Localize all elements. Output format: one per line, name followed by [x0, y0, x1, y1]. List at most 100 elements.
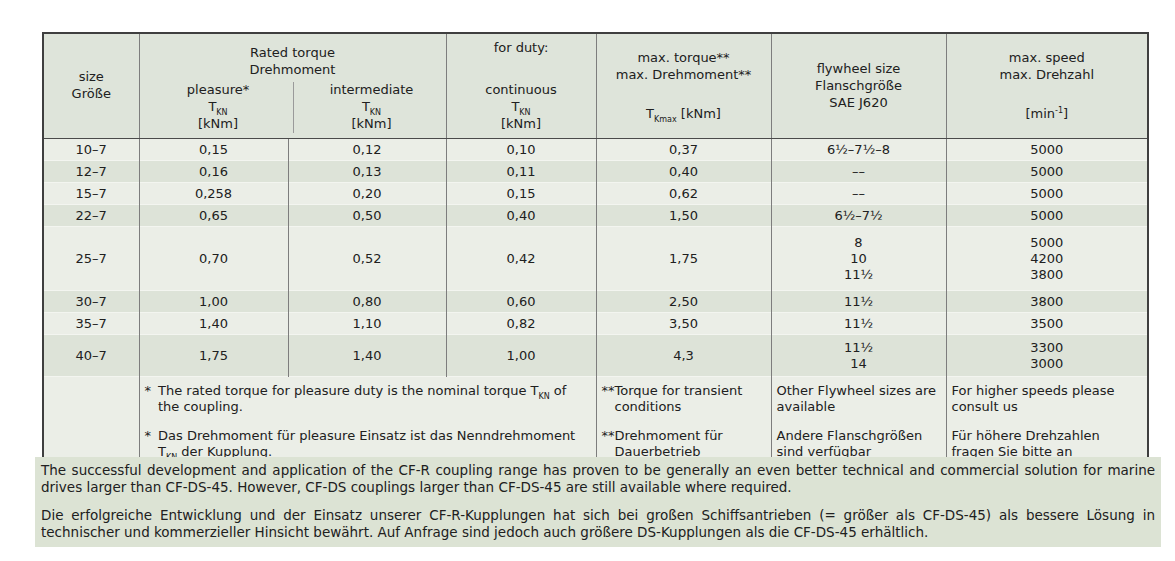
cell-max-torque: 2,50	[596, 291, 771, 313]
header-max-speed: max. speed max. Drehzahl [min-1]	[946, 33, 1148, 139]
header-max-torque: max. torque** max. Drehmoment** TKmax [k…	[596, 33, 771, 139]
cell-max-torque: 4,3	[596, 335, 771, 377]
footnote-max-torque-en: ** Torque for transient conditions	[602, 383, 766, 415]
cell-size: 15–7	[43, 183, 139, 205]
footnote-max-torque-de: ** Drehmoment für Dauerbetrieb	[602, 428, 766, 460]
header-max-speed-en: max. speed	[951, 50, 1144, 67]
header-flywheel: flywheel size Flanschgröße SAE J620	[771, 33, 946, 139]
cell-pleasure: 0,70	[139, 227, 288, 291]
footnote-speed-en: For higher speeds please consult us	[952, 383, 1143, 415]
cell-continuous: 0,10	[446, 139, 596, 161]
header-max-torque-symbol: TKmax [kNm]	[601, 106, 767, 123]
header-rated-de: Drehmoment	[144, 62, 442, 79]
cell-max-torque: 1,50	[596, 205, 771, 227]
cell-size: 10–7	[43, 139, 139, 161]
cell-max-torque: 0,62	[596, 183, 771, 205]
cell-max-torque: 3,50	[596, 313, 771, 335]
cell-speed: 5000	[946, 139, 1148, 161]
header-flywheel-de: Flanschgröße	[776, 78, 942, 95]
cell-size: 40–7	[43, 335, 139, 377]
table-row: 30–7 1,00 0,80 0,60 2,50 11½ 3800	[43, 291, 1148, 313]
table-row: 25–7 0,70 0,52 0,42 1,75 8 10 11½ 5000 4…	[43, 227, 1148, 291]
cell-size: 35–7	[43, 313, 139, 335]
cell-continuous: 0,82	[446, 313, 596, 335]
bottom-note-de: Die erfolgreiche Entwicklung und der Ein…	[41, 507, 1155, 540]
header-size-de: Größe	[48, 86, 135, 103]
cell-size: 22–7	[43, 205, 139, 227]
cell-intermediate: 1,10	[288, 313, 446, 335]
cell-speed: 5000	[946, 205, 1148, 227]
cell-speed: 3300 3000	[946, 335, 1148, 377]
header-rated-torque: Rated torque Drehmoment pleasure* TKN [k…	[139, 33, 446, 139]
cell-pleasure: 1,75	[139, 335, 288, 377]
cell-flywheel: 6½–7½–8	[771, 139, 946, 161]
cell-intermediate: 0,20	[288, 183, 446, 205]
header-intermediate: intermediate TKN [kNm]	[293, 82, 447, 133]
table-header: size Größe Rated torque Drehmoment pleas…	[43, 33, 1148, 139]
cell-flywheel: 6½–7½	[771, 205, 946, 227]
header-pleasure-label: pleasure*	[144, 82, 293, 99]
header-continuous-label: continuous	[451, 82, 592, 99]
asterisk-marker: *	[145, 428, 152, 460]
coupling-spec-table: size Größe Rated torque Drehmoment pleas…	[42, 32, 1149, 474]
cell-size: 12–7	[43, 161, 139, 183]
cell-pleasure: 0,65	[139, 205, 288, 227]
footnote-flywheel-en: Other Flywheel sizes are available	[777, 383, 941, 415]
header-continuous: for duty: continuous TKN [kNm]	[446, 33, 596, 139]
cell-intermediate: 0,12	[288, 139, 446, 161]
cell-continuous: 0,40	[446, 205, 596, 227]
footnote-max-torque-en-text: Torque for transient conditions	[615, 383, 766, 415]
header-intermediate-unit: [kNm]	[294, 116, 447, 133]
header-pleasure-symbol: TKN	[144, 99, 293, 116]
table-row: 40–7 1,75 1,40 1,00 4,3 11½ 14 3300 3000	[43, 335, 1148, 377]
cell-flywheel: ––	[771, 161, 946, 183]
table-row: 22–7 0,65 0,50 0,40 1,50 6½–7½ 5000	[43, 205, 1148, 227]
header-rated-torque-labels: Rated torque Drehmoment	[144, 40, 442, 82]
footnote-rated-en-text: The rated torque for pleasure duty is th…	[158, 383, 591, 415]
footnote-rated-en: * The rated torque for pleasure duty is …	[145, 383, 591, 415]
header-max-speed-de: max. Drehzahl	[951, 67, 1144, 84]
header-pleasure: pleasure* TKN [kNm]	[144, 82, 293, 133]
footnote-rated-de: * Das Drehmoment für pleasure Einsatz is…	[145, 428, 591, 460]
bottom-notes: The successful development and applicati…	[35, 457, 1161, 547]
cell-continuous: 0,15	[446, 183, 596, 205]
cell-speed: 5000	[946, 161, 1148, 183]
header-max-speed-unit: [min-1]	[951, 106, 1144, 123]
cell-flywheel: 11½	[771, 313, 946, 335]
cell-speed: 3800	[946, 291, 1148, 313]
cell-speed: 3500	[946, 313, 1148, 335]
header-flywheel-standard: SAE J620	[776, 95, 942, 112]
cell-size: 25–7	[43, 227, 139, 291]
cell-intermediate: 0,80	[288, 291, 446, 313]
table-row: 10–7 0,15 0,12 0,10 0,37 6½–7½–8 5000	[43, 139, 1148, 161]
cell-intermediate: 1,40	[288, 335, 446, 377]
cell-continuous: 1,00	[446, 335, 596, 377]
double-asterisk-marker: **	[602, 428, 615, 460]
footnote-rated-de-text: Das Drehmoment für pleasure Einsatz ist …	[158, 428, 591, 460]
cell-flywheel: 11½ 14	[771, 335, 946, 377]
bottom-note-en: The successful development and applicati…	[41, 462, 1155, 495]
header-size-en: size	[48, 69, 135, 86]
table-row: 12–7 0,16 0,13 0,11 0,40 –– 5000	[43, 161, 1148, 183]
table-row: 15–7 0,258 0,20 0,15 0,62 –– 5000	[43, 183, 1148, 205]
header-intermediate-label: intermediate	[294, 82, 447, 99]
header-max-torque-en: max. torque**	[601, 50, 767, 67]
cell-speed: 5000	[946, 183, 1148, 205]
footnote-flywheel-de: Andere Flanschgrößen sind verfügbar	[777, 428, 941, 460]
cell-max-torque: 0,37	[596, 139, 771, 161]
header-flywheel-en: flywheel size	[776, 61, 942, 78]
cell-size: 30–7	[43, 291, 139, 313]
cell-pleasure: 0,258	[139, 183, 288, 205]
cell-pleasure: 1,40	[139, 313, 288, 335]
header-continuous-symbol: TKN	[451, 99, 592, 116]
cell-max-torque: 1,75	[596, 227, 771, 291]
header-pleasure-unit: [kNm]	[144, 116, 293, 133]
cell-flywheel: 11½	[771, 291, 946, 313]
cell-continuous: 0,42	[446, 227, 596, 291]
cell-pleasure: 1,00	[139, 291, 288, 313]
footnote-max-torque-de-text: Drehmoment für Dauerbetrieb	[615, 428, 766, 460]
cell-continuous: 0,11	[446, 161, 596, 183]
header-size: size Größe	[43, 33, 139, 139]
cell-continuous: 0,60	[446, 291, 596, 313]
header-rated-en: Rated torque	[144, 45, 442, 62]
